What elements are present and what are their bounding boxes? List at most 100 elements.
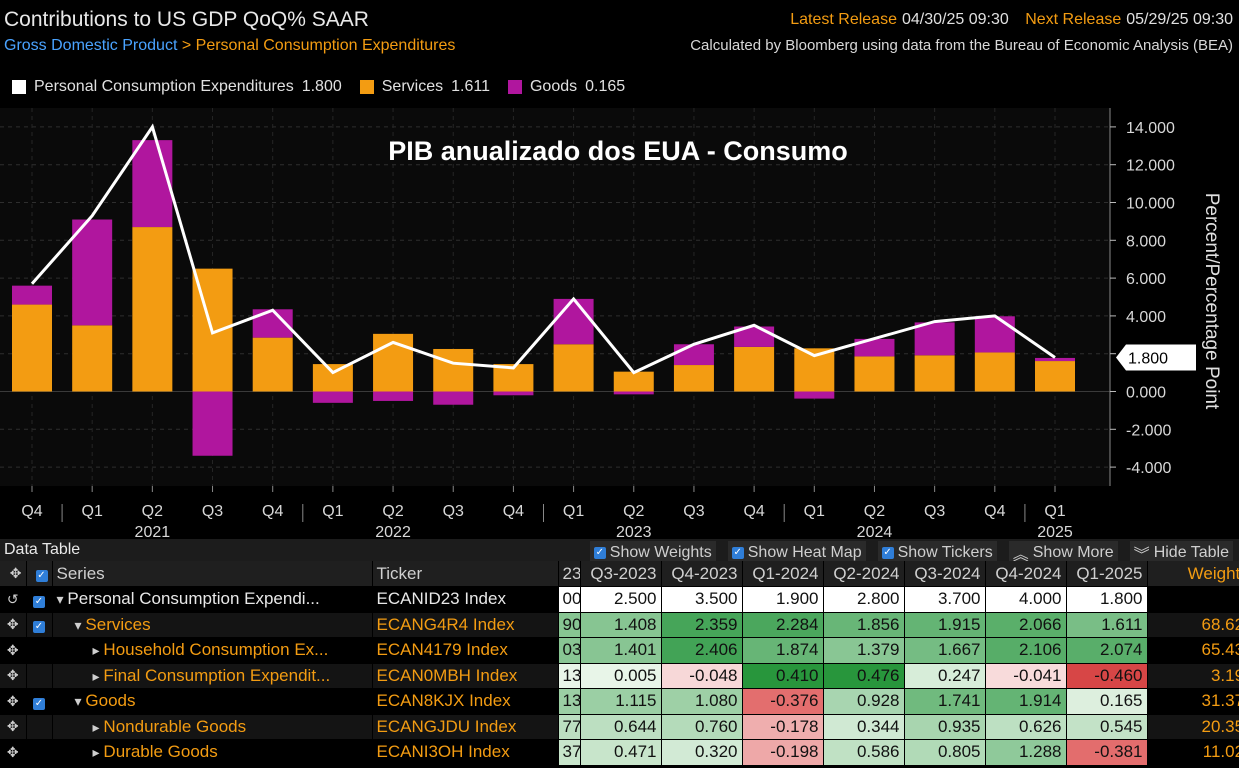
gdp-contribution-chart[interactable]: 14.00012.00010.0008.0006.0004.0002.0000.…: [0, 108, 1239, 539]
services-bar: [734, 346, 775, 392]
ticker-cell[interactable]: ECANID23 Index: [372, 586, 559, 613]
crosshair-icon[interactable]: ✥: [0, 663, 27, 689]
legend-item-services[interactable]: Services 1.611: [359, 78, 490, 96]
row-checkbox[interactable]: ✓: [33, 621, 45, 634]
row-checkbox-cell[interactable]: [26, 714, 53, 740]
last-value-label: 1.800: [1128, 350, 1168, 367]
goods-bar: [794, 391, 835, 399]
value-cell: 2.106: [985, 637, 1067, 664]
table-row[interactable]: ↺ ✓ ▾ Personal Consumption Expendi... ECANI…: [0, 586, 1239, 613]
show-weights-label: Show Weights: [609, 544, 712, 561]
row-checkbox-cell[interactable]: [26, 637, 53, 664]
column-header-period[interactable]: Q4-2024: [985, 561, 1067, 587]
table-row[interactable]: ✥ ▸ Durable Goods ECANI3OH Index 37 0.471 0.3…: [0, 739, 1239, 766]
services-bar: [72, 325, 113, 392]
column-header-period[interactable]: Q3-2023: [580, 561, 662, 587]
services-bar: [312, 364, 353, 392]
expand-caret-icon[interactable]: ▸: [92, 667, 104, 684]
y-axis-label: Percent/Percentage Point: [1201, 193, 1222, 410]
show-tickers-checkbox[interactable]: ✓: [881, 547, 894, 559]
column-header-period[interactable]: Q4-2023: [661, 561, 743, 587]
table-row[interactable]: ✥ ▸ Nondurable Goods ECANGJDU Index 77 0.644…: [0, 714, 1239, 740]
truncated-value-cell: 77: [558, 714, 581, 740]
table-row[interactable]: ✥ ▸ Final Consumption Expendit... ECAN0MBH…: [0, 663, 1239, 689]
value-cell: 0.247: [904, 663, 986, 689]
column-header-cut[interactable]: 23: [558, 561, 581, 587]
row-checkbox-cell[interactable]: ✓: [26, 586, 53, 613]
x-tick-label: Q3: [202, 503, 223, 520]
row-checkbox-cell[interactable]: ✓: [26, 612, 53, 638]
ticker-cell[interactable]: ECANGJDU Index: [372, 714, 559, 740]
series-name-cell[interactable]: ▸ Final Consumption Expendit...: [52, 663, 373, 689]
show-weights-checkbox[interactable]: ✓: [593, 547, 606, 559]
row-checkbox[interactable]: ✓: [33, 595, 45, 608]
legend-value-services: 1.611: [451, 78, 490, 95]
value-cell: 0.928: [823, 688, 905, 715]
ticker-cell[interactable]: ECAN0MBH Index: [372, 663, 559, 689]
series-name-cell[interactable]: ▸ Durable Goods: [52, 739, 373, 766]
expand-caret-icon[interactable]: ▸: [92, 642, 104, 659]
legend-item-goods[interactable]: Goods 0.165: [507, 78, 625, 96]
row-checkbox-cell[interactable]: [26, 739, 53, 766]
page-title: Contributions to US GDP QoQ% SAAR: [4, 8, 369, 31]
ticker-cell[interactable]: ECANI3OH Index: [372, 739, 559, 766]
show-heat-map-label: Show Heat Map: [747, 544, 862, 561]
series-name: Durable Goods: [103, 742, 218, 762]
series-name-cell[interactable]: ▾ Services: [52, 612, 373, 638]
x-tick-label: Q4: [743, 503, 764, 520]
crosshair-icon[interactable]: ✥: [0, 714, 27, 740]
x-tick-label: Q2: [623, 503, 644, 520]
goods-bar: [312, 391, 353, 403]
value-cell: -0.376: [742, 688, 824, 715]
ticker-cell[interactable]: ECAN4179 Index: [372, 637, 559, 664]
row-checkbox-cell[interactable]: ✓: [26, 688, 53, 715]
ticker-cell[interactable]: ECAN8KJX Index: [372, 688, 559, 715]
column-header-period[interactable]: Q3-2024: [904, 561, 986, 587]
column-header-period[interactable]: Q1-2025: [1066, 561, 1148, 587]
crosshair-icon[interactable]: ✥: [0, 739, 27, 766]
goods-bar: [433, 391, 474, 405]
value-cell: -0.041: [985, 663, 1067, 689]
value-cell: 0.644: [580, 714, 662, 740]
value-cell: 1.800: [1066, 586, 1148, 613]
ticker-cell[interactable]: ECANG4R4 Index: [372, 612, 559, 638]
row-checkbox[interactable]: ✓: [33, 697, 45, 710]
x-year-label: 2021: [135, 524, 171, 539]
legend-item-pce[interactable]: Personal Consumption Expenditures 1.800: [12, 78, 342, 96]
expand-caret-icon[interactable]: ▸: [92, 744, 104, 761]
collapse-caret-icon[interactable]: ▾: [74, 693, 86, 710]
expand-caret-icon[interactable]: ▸: [92, 718, 104, 735]
y-tick-label: 0.000: [1126, 385, 1166, 402]
header-crosshair-icon[interactable]: ✥: [0, 561, 27, 587]
legend-swatch-pce: [12, 80, 26, 94]
plot-area: [0, 108, 1110, 486]
header-select-all-checkbox[interactable]: ✓: [26, 561, 53, 587]
column-header-period[interactable]: Q2-2024: [823, 561, 905, 587]
show-more-label: Show More: [1032, 544, 1114, 561]
chart-gridlines: [0, 108, 1110, 486]
column-header-period[interactable]: Q1-2024: [742, 561, 824, 587]
series-name-cell[interactable]: ▾ Personal Consumption Expendi...: [52, 586, 373, 613]
chart-legend: Personal Consumption Expenditures 1.800 …: [12, 78, 625, 96]
collapse-caret-icon[interactable]: ▾: [74, 616, 86, 633]
table-row[interactable]: ✥ ✓ ▾ Services ECANG4R4 Index 90 1.408 2.359 2.…: [0, 612, 1239, 638]
table-row[interactable]: ✥ ✓ ▾ Goods ECAN8KJX Index 13 1.115 1.080 -0.37…: [0, 688, 1239, 715]
series-name-cell[interactable]: ▾ Goods: [52, 688, 373, 715]
crosshair-icon[interactable]: ✥: [0, 688, 27, 715]
crosshair-icon[interactable]: ✥: [0, 612, 27, 638]
y-tick-label: -4.000: [1126, 460, 1171, 477]
series-name-cell[interactable]: ▸ Household Consumption Ex...: [52, 637, 373, 664]
collapse-caret-icon[interactable]: ▾: [56, 591, 68, 608]
column-header-weight[interactable]: Weight ↓: [1147, 561, 1239, 587]
column-header-series[interactable]: Series: [52, 561, 373, 587]
column-header-ticker[interactable]: Ticker: [372, 561, 559, 587]
row-checkbox-cell[interactable]: [26, 663, 53, 689]
breadcrumb-separator: >: [181, 37, 192, 54]
undo-icon[interactable]: ↺: [0, 586, 27, 613]
crosshair-icon[interactable]: ✥: [0, 637, 27, 664]
table-row[interactable]: ✥ ▸ Household Consumption Ex... ECAN4179 I…: [0, 637, 1239, 664]
breadcrumb-gdp-link[interactable]: Gross Domestic Product: [4, 37, 178, 54]
truncated-value-cell: 00: [558, 586, 581, 613]
show-heat-map-checkbox[interactable]: ✓: [731, 547, 744, 559]
series-name-cell[interactable]: ▸ Nondurable Goods: [52, 714, 373, 740]
